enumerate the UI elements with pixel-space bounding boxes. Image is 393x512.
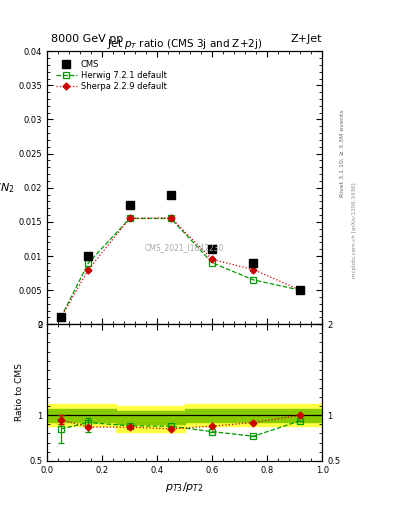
Line: Herwig 7.2.1 default: Herwig 7.2.1 default — [58, 216, 303, 320]
Herwig 7.2.1 default — [127, 216, 132, 222]
CMS — [169, 191, 173, 198]
Line: Sherpa 2.2.9 default: Sherpa 2.2.9 default — [59, 216, 303, 320]
Herwig 7.2.1 default — [86, 260, 91, 266]
CMS — [86, 253, 91, 259]
Herwig 7.2.1 default — [59, 314, 63, 321]
Sherpa 2.2.9 default — [298, 287, 303, 293]
Sherpa 2.2.9 default — [86, 267, 91, 273]
CMS — [59, 314, 63, 321]
Sherpa 2.2.9 default — [169, 215, 173, 221]
Y-axis label: Ratio to CMS: Ratio to CMS — [15, 364, 24, 421]
CMS — [298, 287, 303, 293]
Legend: CMS, Herwig 7.2.1 default, Sherpa 2.2.9 default: CMS, Herwig 7.2.1 default, Sherpa 2.2.9 … — [54, 58, 168, 93]
Herwig 7.2.1 default — [298, 287, 303, 293]
Text: Z+Jet: Z+Jet — [291, 33, 322, 44]
Herwig 7.2.1 default — [169, 216, 173, 222]
Herwig 7.2.1 default — [251, 277, 256, 283]
CMS — [251, 260, 256, 266]
Sherpa 2.2.9 default — [210, 257, 215, 263]
Line: CMS: CMS — [57, 191, 304, 321]
Sherpa 2.2.9 default — [251, 267, 256, 273]
Sherpa 2.2.9 default — [127, 216, 132, 222]
Y-axis label: $N_3/N_2$: $N_3/N_2$ — [0, 181, 15, 195]
Text: CMS_2021_I1847230: CMS_2021_I1847230 — [145, 243, 224, 252]
Text: 8000 GeV pp: 8000 GeV pp — [51, 33, 123, 44]
Sherpa 2.2.9 default — [59, 314, 63, 321]
Text: mcplots.cern.ch [arXiv:1306.3436]: mcplots.cern.ch [arXiv:1306.3436] — [352, 183, 357, 278]
Title: Jet $p_T$ ratio (CMS 3j and Z+2j): Jet $p_T$ ratio (CMS 3j and Z+2j) — [107, 37, 263, 51]
X-axis label: $p_{T3}/p_{T2}$: $p_{T3}/p_{T2}$ — [165, 480, 204, 494]
CMS — [210, 246, 215, 252]
CMS — [127, 202, 132, 208]
Text: Rivet 3.1.10, ≥ 3.3M events: Rivet 3.1.10, ≥ 3.3M events — [340, 110, 345, 198]
Herwig 7.2.1 default — [210, 260, 215, 266]
